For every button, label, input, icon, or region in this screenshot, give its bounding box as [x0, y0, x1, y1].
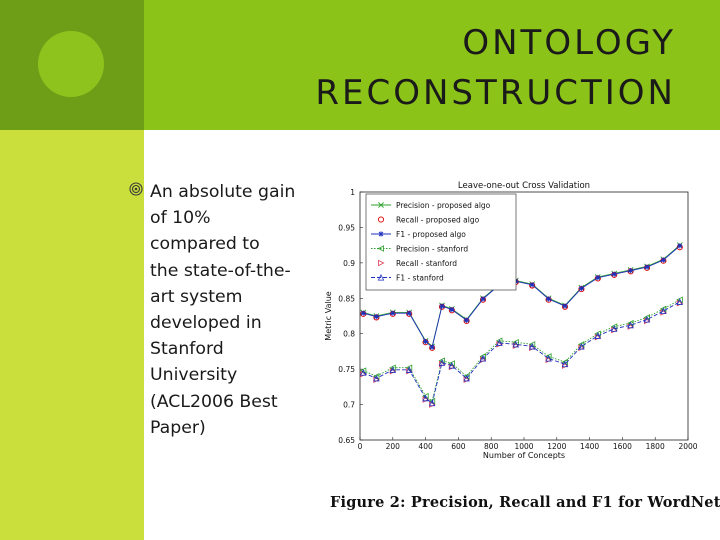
data-point	[660, 307, 667, 315]
x-tick-label: 1400	[580, 442, 599, 451]
x-tick-label: 2000	[678, 442, 697, 451]
data-point	[479, 355, 487, 362]
data-point	[449, 307, 455, 313]
x-tick-label: 0	[358, 442, 363, 451]
y-tick-label: 0.85	[338, 294, 355, 303]
figure-caption: Figure 2: Precision, Recall and F1 for W…	[330, 494, 720, 511]
bullet-line: of 10%	[150, 208, 211, 229]
data-point	[373, 374, 380, 382]
target-bullet-icon	[129, 182, 143, 196]
bullet-line: (ACL2006 Best	[150, 391, 278, 412]
y-axis-label: Metric Value	[324, 291, 333, 340]
legend-label: Precision - stanford	[396, 245, 468, 254]
data-point	[595, 275, 601, 281]
data-point	[627, 321, 634, 329]
legend-marker	[378, 231, 384, 237]
data-point	[676, 298, 684, 305]
data-point	[528, 342, 536, 350]
bullet-line: the state-of-the-	[150, 260, 291, 281]
bullet-line: An absolute gain	[150, 182, 296, 202]
legend-marker	[377, 274, 385, 281]
data-point	[512, 340, 520, 348]
data-point	[561, 360, 569, 368]
data-point	[628, 268, 634, 274]
y-tick-label: 0.65	[338, 436, 355, 445]
legend-label: F1 - proposed algo	[396, 230, 466, 239]
x-tick-label: 1200	[547, 442, 566, 451]
data-point	[546, 296, 552, 302]
data-point	[644, 264, 650, 270]
data-point	[610, 325, 618, 332]
legend-label: F1 - stanford	[396, 274, 444, 283]
data-point	[389, 366, 397, 373]
legend-marker	[377, 245, 384, 252]
data-point	[611, 271, 617, 277]
x-tick-label: 600	[451, 442, 466, 451]
x-tick-label: 1000	[514, 442, 533, 451]
slide-title-line-2: RECONSTRUCTION	[315, 73, 676, 113]
data-point	[448, 362, 456, 369]
data-point	[643, 316, 651, 323]
y-tick-label: 0.9	[343, 259, 355, 268]
x-tick-label: 800	[484, 442, 499, 451]
y-tick-label: 0.7	[343, 401, 355, 410]
title-band	[144, 0, 720, 130]
data-point	[677, 243, 683, 249]
data-point	[578, 342, 585, 350]
legend-marker	[378, 259, 385, 267]
data-point	[423, 338, 429, 345]
bullet-line: compared to	[150, 234, 260, 255]
x-tick-label: 200	[386, 442, 401, 451]
data-point	[660, 257, 666, 263]
legend-label: Recall - stanford	[396, 259, 457, 268]
slide-title: ONTOLOGY RECONSTRUCTION	[315, 18, 676, 118]
data-point	[480, 296, 486, 302]
data-point	[578, 285, 584, 291]
x-tick-label: 1800	[646, 442, 665, 451]
data-point	[529, 282, 535, 288]
y-tick-label: 0.75	[338, 365, 355, 374]
data-point	[496, 339, 503, 346]
y-tick-label: 0.95	[338, 223, 355, 232]
x-tick-label: 400	[418, 442, 433, 451]
data-point	[438, 359, 446, 366]
decorative-circle	[38, 31, 104, 97]
y-tick-label: 0.8	[343, 330, 355, 339]
bullet-line: art system	[150, 286, 243, 307]
data-point	[406, 310, 412, 316]
data-point	[545, 355, 552, 362]
chart-title: Leave-one-out Cross Validation	[458, 181, 590, 191]
data-point	[390, 310, 396, 316]
data-point	[463, 374, 470, 382]
legend-label: Precision - proposed algo	[396, 201, 491, 210]
data-point	[429, 344, 435, 350]
data-point	[464, 317, 470, 323]
data-point	[594, 332, 602, 339]
data-point	[373, 314, 379, 320]
metric-line-chart: 0 200 400 600 800 1000 1200 1400 1600 1800 2000 0.6…	[324, 181, 698, 460]
bullet-text: An absolute gain of 10% compared to the …	[150, 179, 310, 441]
data-point	[562, 303, 568, 309]
bullet-line: developed in	[150, 313, 262, 334]
slide-title-line-1: ONTOLOGY	[462, 23, 676, 63]
data-point	[360, 310, 366, 316]
legend-label: Recall - proposed algo	[396, 216, 480, 225]
legend-marker	[378, 202, 384, 208]
data-point	[428, 399, 436, 407]
bullet-line: Paper)	[150, 417, 206, 438]
data-point	[439, 303, 445, 309]
data-point	[422, 394, 429, 402]
series-line	[363, 301, 681, 404]
data-point	[405, 366, 413, 373]
x-tick-label: 1600	[613, 442, 632, 451]
legend-marker	[377, 216, 385, 223]
y-tick-label: 1	[350, 188, 355, 197]
bullet-line: Stanford	[150, 339, 224, 360]
bullet-line: University	[150, 365, 238, 386]
chart-legend	[365, 193, 517, 291]
x-axis-label: Number of Concepts	[483, 451, 565, 460]
data-point	[360, 369, 367, 376]
